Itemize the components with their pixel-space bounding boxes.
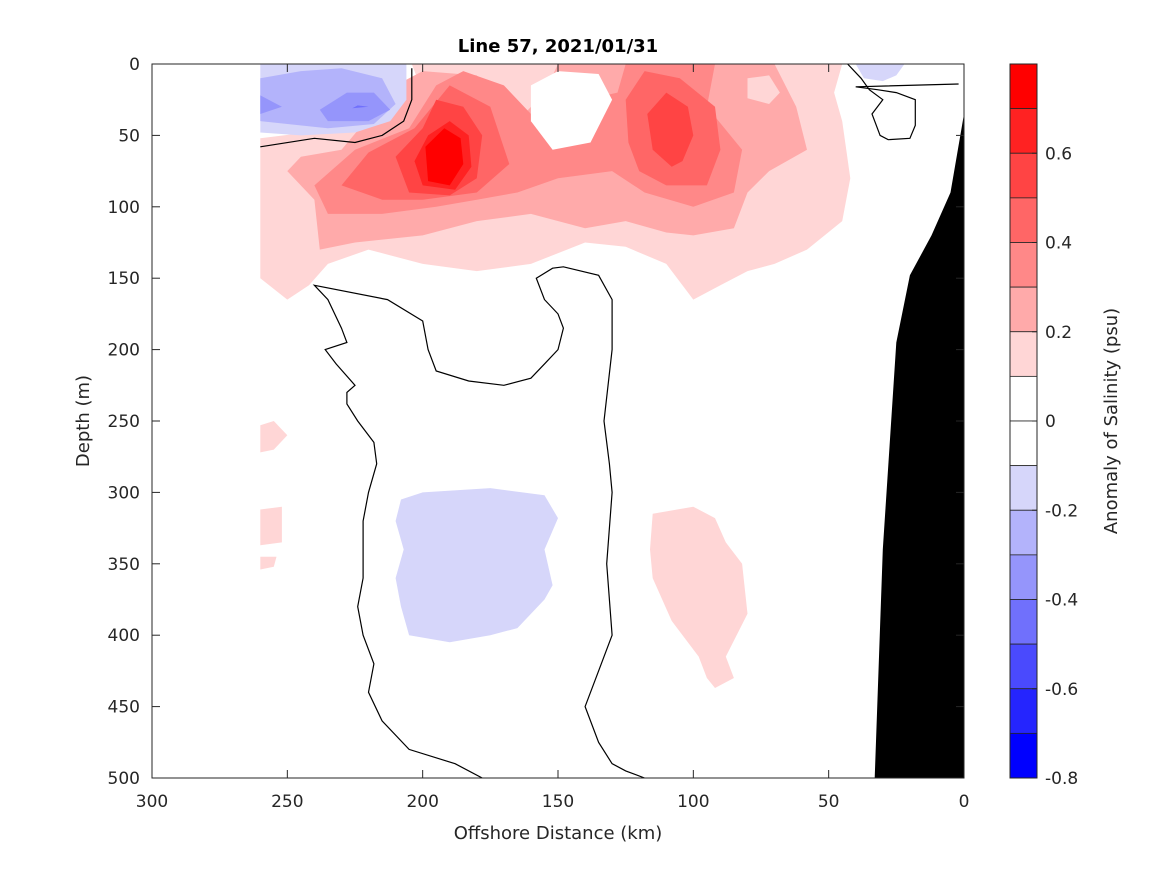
colorbar-bin — [1009, 152, 1038, 199]
colorbar-bin — [1009, 465, 1038, 511]
colorbar-bin — [1009, 420, 1038, 467]
negative-anomaly-0.4-region — [352, 105, 369, 109]
colorbar-ticks: 0.6 0.4 0.2 0 -0.2 -0.4 -0.6 -0.8 — [1032, 144, 1078, 789]
negative-anomaly-surface-inner-region — [855, 64, 905, 82]
colorbar-tick-label: 0.4 — [1045, 234, 1072, 254]
colorbar-tick-label: 0.6 — [1045, 144, 1072, 164]
x-tick-label: 0 — [959, 792, 970, 812]
contour-fill-layer — [260, 64, 905, 688]
colorbar-tick-label: 0 — [1045, 412, 1056, 432]
colorbar-bin — [1009, 732, 1038, 779]
negative-anomaly-0.3-region — [319, 92, 391, 122]
zero-contour-surface-offshore — [260, 68, 413, 148]
y-axis: 0 50 100 150 200 250 300 350 400 450 500 — [108, 55, 964, 789]
y-tick-label: 350 — [108, 555, 140, 575]
y-tick-label: 500 — [108, 769, 140, 789]
colorbar-bin — [1009, 375, 1038, 422]
x-tick-label: 150 — [542, 792, 574, 812]
colorbar-bin — [1009, 599, 1038, 645]
x-tick-label: 100 — [677, 792, 709, 812]
y-tick-label: 50 — [118, 126, 140, 146]
y-tick-label: 400 — [108, 626, 140, 646]
positive-anomaly-0.7-region — [425, 128, 464, 186]
colorbar-bin — [1009, 286, 1038, 333]
positive-anomaly-deep-inner-region — [650, 506, 748, 688]
colorbar-bin — [1009, 643, 1038, 690]
colorbar-bin — [1009, 554, 1038, 600]
x-axis-title: Offshore Distance (km) — [454, 823, 663, 844]
zero-patch-offshore-region — [530, 71, 613, 150]
colorbar-bin — [1009, 242, 1038, 288]
colorbar-bin — [1009, 108, 1038, 154]
positive-anomaly-edge-2-region — [260, 506, 282, 546]
y-tick-label: 450 — [108, 698, 140, 718]
y-tick-label: 100 — [108, 198, 140, 218]
colorbar-bin — [1009, 331, 1038, 377]
colorbar-bin — [1009, 509, 1038, 556]
colorbar-bin — [1009, 197, 1038, 243]
colorbar-bin — [1009, 688, 1038, 734]
zero-contour-inner-top — [847, 64, 959, 141]
y-tick-label: 200 — [108, 341, 140, 361]
colorbar-tick-label: -0.8 — [1045, 769, 1078, 789]
colorbar-tick-label: -0.2 — [1045, 501, 1078, 521]
positive-anomaly-edge-3-region — [260, 556, 277, 570]
bathymetry-seafloor — [874, 114, 964, 778]
y-tick-label: 0 — [129, 55, 140, 75]
colorbar-tick-label: -0.4 — [1045, 591, 1078, 611]
zero-contour-layer — [260, 64, 959, 778]
x-tick-label: 300 — [136, 792, 168, 812]
positive-anomaly-edge-1-region — [260, 421, 288, 453]
bathymetry-layer — [874, 114, 964, 778]
y-axis-title: Depth (m) — [73, 375, 94, 467]
colorbar-tick-label: -0.6 — [1045, 680, 1078, 700]
positive-anomaly-0.5b-region — [647, 92, 694, 167]
colorbar-title: Anomaly of Salinity (psu) — [1101, 308, 1122, 534]
x-axis: 300 250 200 150 100 50 0 — [136, 64, 970, 812]
x-tick-label: 200 — [406, 792, 438, 812]
y-tick-label: 300 — [108, 483, 140, 503]
colorbar-bin — [1009, 63, 1038, 110]
negative-anomaly-deep-region — [395, 488, 558, 643]
negative-anomaly-0.3b-region — [260, 95, 282, 114]
chart-title: Line 57, 2021/01/31 — [458, 36, 658, 57]
zero-contour-main — [312, 266, 645, 778]
y-tick-label: 150 — [108, 269, 140, 289]
x-tick-label: 50 — [818, 792, 840, 812]
x-tick-label: 250 — [271, 792, 303, 812]
y-tick-label: 250 — [108, 412, 140, 432]
colorbar-tick-label: 0.2 — [1045, 323, 1072, 343]
zero-patch-inner-region — [747, 75, 780, 104]
